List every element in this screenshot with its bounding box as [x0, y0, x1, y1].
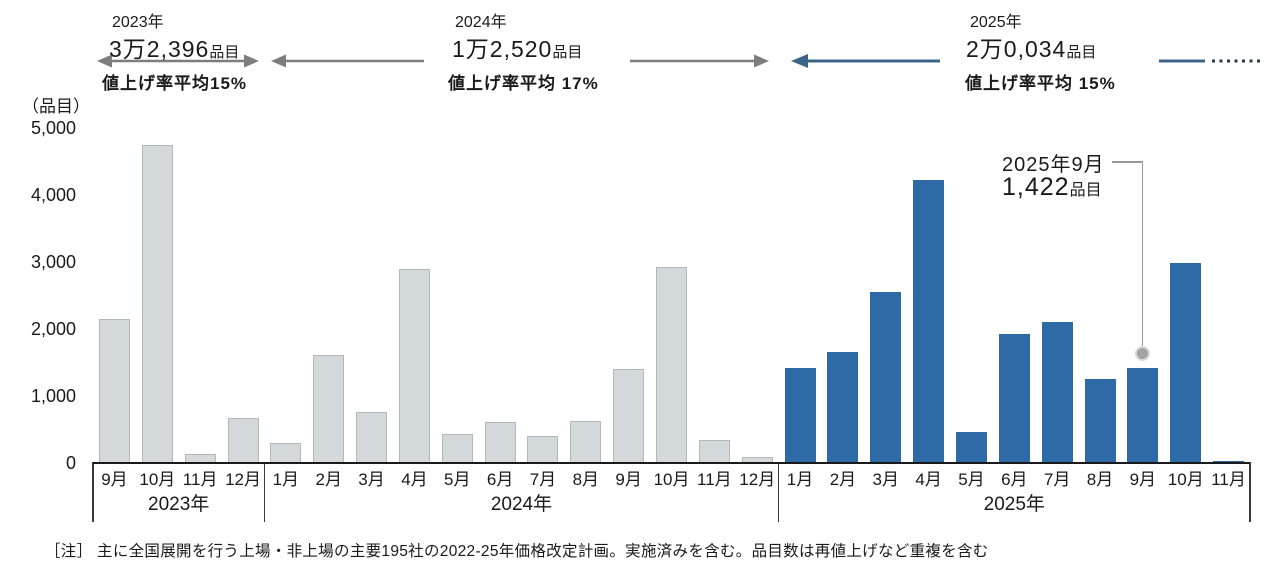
period-2025-count-unit: 品目 [1066, 44, 1097, 61]
month-label-2023年-9月: 9月 [101, 470, 128, 489]
bar-2024年-9月 [613, 369, 645, 463]
bar-2024年-1月 [270, 442, 302, 463]
bar-2024年-7月 [527, 436, 559, 463]
bar-2024年-4月 [398, 268, 430, 463]
year-separator [1249, 462, 1251, 522]
period-2025-year: 2025年 [970, 14, 1022, 31]
month-label-2025年-3月: 3月 [872, 470, 899, 489]
month-label-2025年-9月: 9月 [1129, 470, 1157, 489]
arrow-2023-range [97, 54, 259, 68]
y-axis-unit-label: （品目） [22, 97, 90, 116]
range-arrows-overlay [97, 54, 1262, 68]
month-label-2024年-8月: 8月 [572, 470, 600, 489]
month-label-2024年-1月: 1月 [272, 470, 300, 489]
period-2023-count: 3万2,396品目 [109, 30, 239, 64]
period-2025-rate: 値上げ率平均 15% [965, 74, 1116, 93]
period-2025-count-number: 2万0,034 [966, 36, 1067, 62]
year-label-2025年: 2025年 [983, 494, 1045, 515]
callout-value-unit: 品目 [1069, 182, 1102, 199]
month-label-2025年-10月: 10月 [1167, 470, 1204, 489]
month-label-2024年-11月: 11月 [697, 470, 732, 489]
period-2023-rate: 値上げ率平均15% [102, 74, 248, 93]
month-label-2023年-12月: 12月 [225, 470, 261, 489]
month-label-2024年-3月: 3月 [358, 470, 385, 489]
callout-marker-dot [1135, 346, 1150, 361]
period-2024-count-unit: 品目 [552, 44, 583, 61]
month-label-2025年-11月: 11月 [1211, 470, 1246, 489]
bar-2025年-3月 [870, 292, 902, 463]
bar-2024年-5月 [441, 434, 473, 463]
year-label-2024年: 2024年 [490, 494, 553, 515]
month-label-2023年-11月: 11月 [182, 470, 218, 489]
period-2024-rate: 値上げ率平均 17% [448, 74, 599, 93]
callout-value-number: 1,422 [1002, 173, 1070, 201]
bar-2025年-7月 [1041, 322, 1073, 463]
y-tick-3,000: 3,000 [30, 252, 76, 272]
arrow-2024-left [271, 54, 424, 68]
callout-title: 2025年9月 [1002, 154, 1105, 176]
month-label-2024年-6月: 6月 [486, 470, 514, 489]
month-label-2024年-7月: 7月 [529, 470, 557, 489]
bar-2024年-2月 [313, 354, 345, 463]
bar-2025年-8月 [1084, 379, 1116, 464]
bar-2023年-9月 [98, 318, 130, 463]
bar-2025年-5月 [956, 432, 987, 463]
period-2023-count-unit: 品目 [209, 44, 240, 61]
bar-2025年-10月 [1170, 263, 1202, 463]
bar-2025年-1月 [784, 367, 816, 463]
callout-leader-horizontal [1112, 161, 1143, 163]
footnote: ［注］ 主に全国展開を行う上場・非上場の主要195社の2022-25年価格改定計… [45, 539, 989, 561]
footnote-tag: ［注］ [45, 543, 93, 560]
arrow-2024-right [630, 54, 769, 68]
bar-2025年-2月 [827, 352, 859, 463]
year-separator [92, 462, 94, 522]
month-label-2025年-5月: 5月 [958, 470, 985, 489]
bar-2024年-11月 [698, 440, 730, 463]
footnote-text: 主に全国展開を行う上場・非上場の主要195社の2022-25年価格改定計画。実施… [97, 543, 989, 560]
bar-2025年-4月 [913, 179, 945, 463]
bar-2023年-12月 [227, 418, 259, 463]
arrow-2025-left [791, 54, 940, 68]
month-label-2024年-4月: 4月 [401, 470, 428, 489]
period-2023-year: 2023年 [112, 14, 164, 31]
bar-2024年-3月 [356, 412, 387, 463]
period-2025-count: 2万0,034品目 [966, 30, 1096, 64]
bar-2024年-8月 [570, 420, 602, 463]
y-tick-2,000: 2,000 [30, 319, 76, 339]
bar-2025年-6月 [998, 333, 1030, 463]
period-2024-year: 2024年 [455, 14, 507, 31]
month-label-2023年-10月: 10月 [139, 470, 176, 489]
bar-2024年-6月 [484, 421, 516, 463]
y-tick-4,000: 4,000 [30, 185, 76, 205]
y-tick-1,000: 1,000 [30, 386, 76, 406]
bar-2023年-10月 [141, 144, 173, 464]
month-label-2025年-1月: 1月 [786, 470, 814, 489]
month-label-2025年-8月: 8月 [1086, 470, 1114, 489]
month-label-2024年-10月: 10月 [653, 470, 690, 489]
bar-2025年-9月 [1127, 367, 1159, 463]
bar-2024年-10月 [656, 266, 687, 463]
y-tick-5,000: 5,000 [30, 118, 76, 138]
month-label-2025年-6月: 6月 [1001, 470, 1028, 489]
period-2023-count-number: 3万2,396 [109, 36, 210, 62]
month-label-2024年-9月: 9月 [615, 470, 642, 489]
y-tick-0: 0 [65, 453, 76, 473]
year-separator [263, 462, 266, 522]
month-label-2024年-5月: 5月 [444, 470, 471, 489]
callout-leader-vertical [1141, 161, 1143, 347]
month-label-2025年-7月: 7月 [1043, 470, 1071, 489]
month-label-2024年-12月: 12月 [739, 470, 776, 489]
x-axis-baseline [93, 462, 1250, 464]
period-2024-count-number: 1万2,520 [452, 36, 553, 62]
month-label-2025年-4月: 4月 [915, 470, 942, 489]
year-separator [777, 462, 780, 522]
callout-value: 1,422品目 [1002, 173, 1102, 202]
period-2024-count: 1万2,520品目 [452, 30, 582, 64]
year-label-2023年: 2023年 [148, 494, 210, 515]
month-label-2025年-2月: 2月 [829, 470, 857, 489]
month-label-2024年-2月: 2月 [315, 470, 342, 489]
